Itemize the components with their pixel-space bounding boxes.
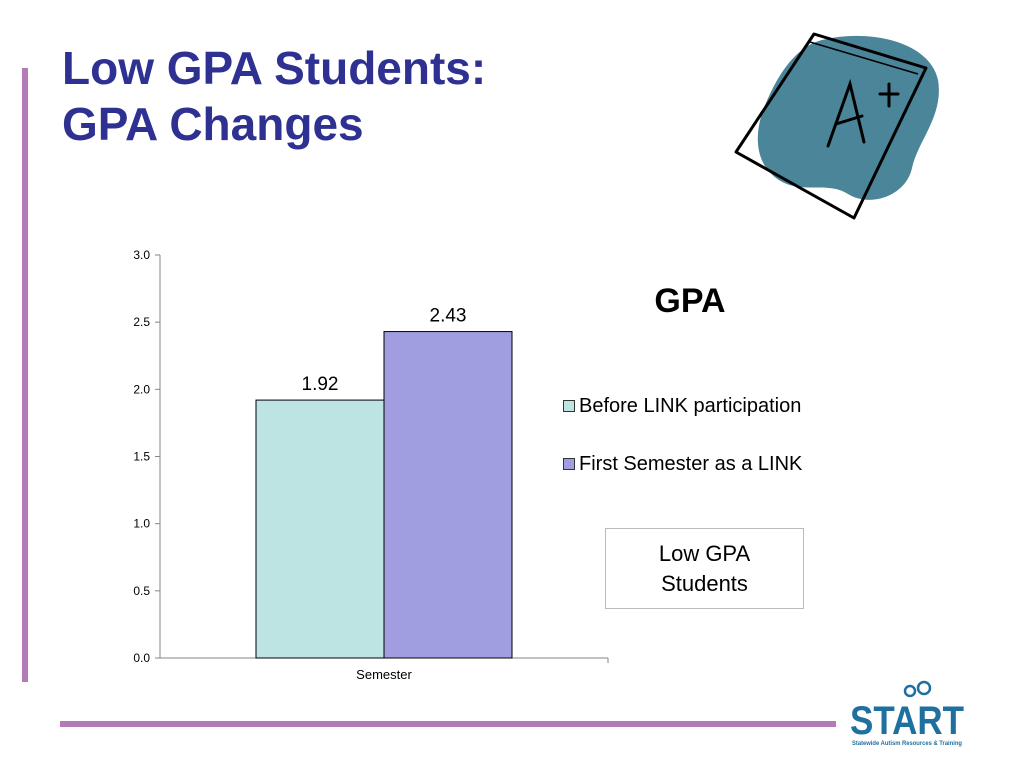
bottom-accent-rule (60, 721, 836, 727)
slide-title-line-1: Low GPA Students: (62, 42, 487, 94)
a-plus-paper-icon (734, 32, 939, 220)
legend-swatch-before (563, 400, 575, 412)
slide-title-line-2: GPA Changes (62, 98, 364, 150)
y-axis-ticks: 0.0 0.5 1.0 1.5 2.0 2.5 3.0 (133, 248, 160, 665)
y-tick-label: 3.0 (133, 248, 150, 262)
y-tick-label: 0.5 (133, 584, 150, 598)
y-tick-label: 1.5 (133, 450, 150, 464)
logo-subtitle: Statewide Autism Resources & Training (852, 740, 962, 747)
chart-title: GPA (654, 282, 726, 320)
bar-series-1 (383, 331, 513, 659)
legend-item-first-semester: First Semester as a LINK (563, 452, 802, 476)
legend-label-before: Before LINK participation (579, 394, 802, 417)
y-tick-label: 2.0 (133, 382, 150, 396)
slide-title: Low GPA Students: GPA Changes (62, 40, 486, 152)
data-label-series-0: 1.92 (302, 374, 339, 395)
y-tick-label: 2.5 (133, 315, 150, 329)
y-tick-label: 0.0 (133, 651, 150, 665)
bar-series-0 (255, 399, 385, 659)
note-line-1: Low GPA (658, 540, 751, 566)
data-label-series-1: 2.43 (430, 306, 467, 327)
bars (255, 331, 609, 663)
chart-legend: Before LINK participation First Semester… (563, 394, 802, 510)
logo-text: START (850, 699, 964, 743)
legend-swatch-first-semester (563, 458, 575, 470)
legend-item-before: Before LINK participation (563, 394, 802, 418)
data-labels: 1.92 2.43 (302, 306, 467, 396)
legend-label-first-semester: First Semester as a LINK (579, 452, 803, 475)
y-tick-label: 1.0 (133, 517, 150, 531)
x-category-label: Semester (356, 667, 412, 682)
note-box: Low GPA Students (605, 528, 804, 609)
start-logo-icon: START Statewide Autism Resources & Train… (850, 680, 964, 747)
left-accent-rule (22, 68, 28, 682)
note-line-2: Students (661, 570, 748, 596)
